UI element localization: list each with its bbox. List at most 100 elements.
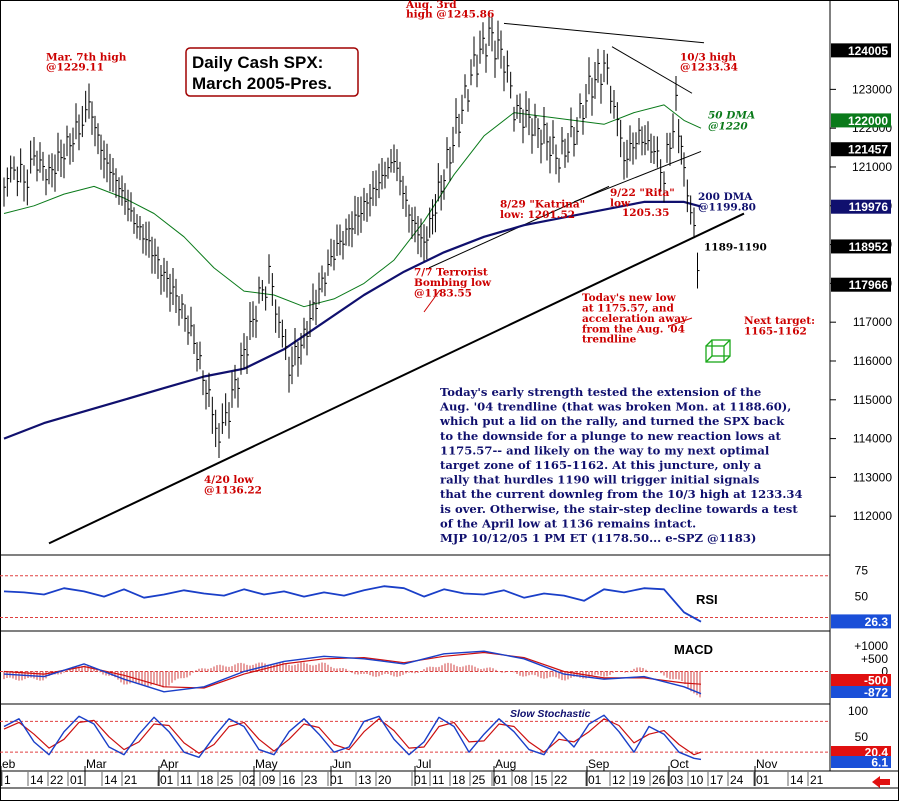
annotation-label: from the Aug. '04: [582, 323, 685, 335]
annotation-label: trendline: [582, 334, 637, 346]
commentary-line: rally that hurdles 1190 will trigger ini…: [440, 473, 760, 487]
price-box: [831, 199, 891, 214]
x-month-label: Jun: [332, 757, 351, 771]
price-box: [831, 239, 891, 254]
annotation-label: at 1175.57, and: [582, 302, 675, 314]
price-box-label: 119976: [849, 200, 889, 214]
x-day-label: 19: [632, 773, 646, 787]
trendline: [611, 46, 693, 94]
x-month-label: Sep: [588, 757, 610, 771]
x-day-label: 11: [180, 773, 193, 787]
rsi-tick-label: 50: [855, 590, 869, 604]
annotation-label: 4/20 low: [204, 474, 254, 486]
ma200-line: [3, 200, 702, 440]
commentary-line: of the April low at 1136 remains intact.: [440, 516, 696, 530]
x-day-label: 14: [30, 773, 44, 787]
annotation-label: Aug. 3rd: [405, 0, 457, 11]
x-day-label: 18: [200, 773, 214, 787]
macd-value-box: [831, 686, 891, 698]
commentary-line: to the downside for a plunge to new reac…: [440, 429, 781, 443]
annotation-label: Mar. 7th high: [46, 51, 127, 63]
x-day-label: 17: [710, 773, 724, 787]
x-day-label: 25: [220, 773, 234, 787]
x-month-label: Oct: [670, 757, 689, 771]
commentary-line: Today's early strength tested the extens…: [440, 385, 761, 399]
commentary-line: target zone of 1165-1162. At this junctu…: [440, 458, 762, 472]
x-day-label: 01: [756, 773, 770, 787]
price-box-label: 121457: [848, 143, 888, 157]
x-day-label: 01: [414, 773, 428, 787]
annotation-label: Next target:: [744, 315, 815, 327]
commentary-line: is over. Otherwise, the stair-step decli…: [440, 502, 798, 516]
x-day-label: 20: [378, 773, 392, 787]
x-day-label: 23: [304, 773, 318, 787]
rsi-value-box: [831, 614, 891, 629]
rsi-title: RSI: [696, 592, 718, 607]
annotation-label: 8/29 "Katrina": [500, 199, 585, 211]
annotation-label: @1229.11: [46, 62, 104, 74]
rsi-value-label: 26.3: [865, 615, 889, 629]
price-box-label: 122000: [848, 114, 888, 128]
annotation-label: @1183.55: [414, 288, 472, 300]
x-month-label: eb: [2, 757, 16, 771]
macd-tick-label: +500: [861, 652, 888, 666]
x-month-label: Jul: [416, 757, 431, 771]
title-box: [185, 47, 359, 97]
annotation-label: 7/7 Terrorist: [414, 267, 488, 279]
x-day-label: 24: [730, 773, 744, 787]
x-day-label: 22: [50, 773, 64, 787]
stochastic-d-line: [3, 718, 702, 756]
x-month-label: Nov: [756, 757, 777, 771]
price-box: [831, 142, 891, 157]
stochastic-tick-label: 100: [848, 704, 868, 718]
x-month-label: May: [255, 757, 278, 771]
x-day-label: 22: [554, 773, 568, 787]
price-tick-label: 123000: [852, 82, 892, 96]
macd-title: MACD: [674, 642, 713, 657]
stochastic-k-line: [3, 714, 702, 761]
macd-value-box: [831, 674, 891, 686]
annotation-label: 1189-1190: [704, 241, 767, 253]
cube-front: [705, 345, 725, 363]
commentary-line: that the current downleg from the 10/3 h…: [440, 487, 803, 501]
stochastic-value-box: [831, 756, 891, 768]
x-day-label: 11: [432, 773, 445, 787]
annotation-label: @1199.80: [698, 201, 756, 213]
trendline: [503, 22, 705, 44]
price-box-label: 118952: [849, 240, 889, 254]
macd-value-label: -500: [864, 674, 888, 688]
ma50-line: [3, 104, 702, 308]
price-box-label: 117966: [849, 278, 889, 292]
rsi-tick-label: 75: [855, 563, 869, 577]
commentary-line: Aug. '04 trendline (that was broken Mon.…: [439, 400, 791, 414]
price-tick-label: 114000: [853, 432, 892, 446]
macd-tick-label: 0: [881, 665, 888, 679]
price-tick-label: 117000: [853, 315, 892, 329]
x-day-label: 16: [282, 773, 296, 787]
annotation-label: 1165-1162: [744, 326, 807, 338]
commentary-line: which put a lid on the rally, and turned…: [439, 414, 785, 428]
x-day-label: 01: [70, 773, 84, 787]
annotation-pointer: [668, 317, 693, 327]
annotation-label: 10/3 high: [680, 51, 736, 63]
annotation-label: 50 DMA: [708, 109, 755, 121]
macd-value-label: -872: [864, 686, 888, 700]
macd-signal-line: [3, 651, 702, 689]
x-day-label: 21: [810, 773, 824, 787]
annotation-label: high @1245.86: [406, 9, 494, 21]
annotation-pointer: [423, 289, 441, 313]
x-day-label: 18: [452, 773, 466, 787]
x-day-label: 14: [790, 773, 804, 787]
stochastic-title: Slow Stochastic: [510, 708, 591, 720]
x-day-label: 13: [358, 773, 372, 787]
commentary-line: MJP 10/12/05 1 PM ET (1178.50... e-SPZ @…: [440, 531, 756, 545]
price-tick-label: 116000: [853, 354, 892, 368]
price-tick-label: 121000: [852, 160, 892, 174]
x-day-label: 01: [588, 773, 602, 787]
cube-back: [711, 339, 731, 357]
trendline: [48, 212, 745, 545]
arrow-shape: [872, 776, 890, 788]
x-month-label: Aug: [495, 757, 516, 771]
